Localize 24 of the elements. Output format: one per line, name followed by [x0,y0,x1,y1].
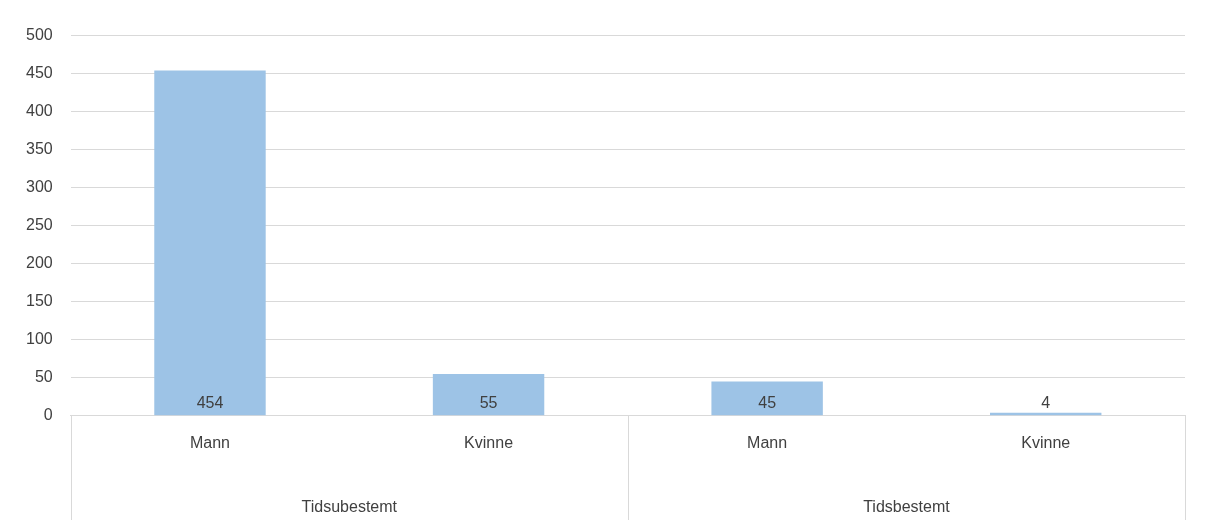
y-tick-label: 500 [25,26,53,44]
data-label: 4 [1041,394,1051,412]
text: Tidsbestemt [863,498,951,516]
bar [432,373,545,416]
x-tick-label: Mann [189,433,230,451]
y-tick-label: 200 [25,254,53,272]
y-tick-label: 450 [25,64,53,82]
x-tick-label: Mann [747,433,788,451]
text: Tidsubestemt [301,498,398,516]
y-tick-label: 350 [25,140,53,158]
data-label: 45 [758,394,777,412]
y-tick-label: 250 [25,216,53,234]
bar [154,70,266,416]
y-tick-label: 100 [25,330,53,348]
y-tick-label: 400 [25,102,53,120]
x-tick-label: Kvinne [464,433,514,451]
bar [711,381,823,416]
data-label: 454 [196,394,224,412]
x-tick-label: Kvinne [1021,433,1071,451]
y-tick-label: 150 [25,292,53,310]
y-tick-label: 300 [25,178,53,196]
data-label: 55 [479,394,498,412]
y-tick-label: 0 [43,406,53,424]
y-tick-label: 50 [34,368,53,386]
